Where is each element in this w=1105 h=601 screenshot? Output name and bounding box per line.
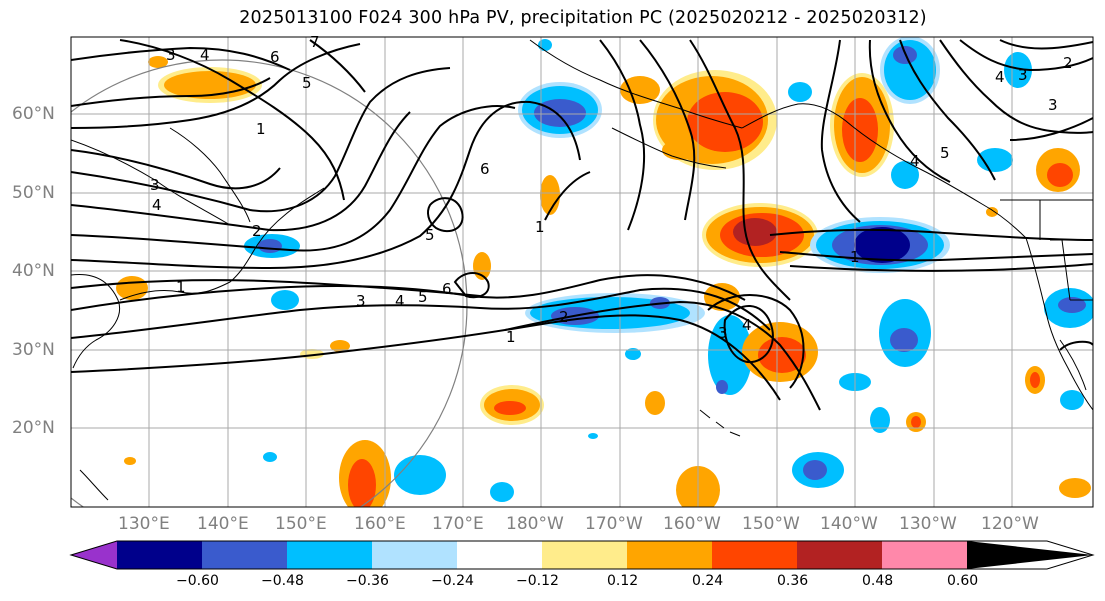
contour-label: 6 xyxy=(270,48,280,66)
contour-label: 6 xyxy=(480,160,490,178)
colorbar-segment xyxy=(287,541,373,569)
lon-label: 170°W xyxy=(585,514,643,534)
colorbar-segment xyxy=(457,541,543,569)
contour-label: 4 xyxy=(152,196,162,214)
coastlines xyxy=(71,39,1093,501)
colorbar-tick-label: 0.24 xyxy=(692,573,724,589)
contour-label: 5 xyxy=(940,144,950,162)
pv-contours xyxy=(71,39,1093,411)
lon-label: 170°E xyxy=(432,514,484,534)
contour-label: 4 xyxy=(910,152,920,170)
contour-label: 4 xyxy=(742,316,752,334)
colorbar-segment xyxy=(797,541,883,569)
lon-label: 130°W xyxy=(899,514,957,534)
lon-label: 130°E xyxy=(118,514,170,534)
colorbar-tick-label: 0.48 xyxy=(862,573,894,589)
lon-label: 140°E xyxy=(197,514,249,534)
contour-label: 2 xyxy=(559,308,569,326)
colorbar-tick-label: −0.36 xyxy=(346,573,389,589)
contour-label: 4 xyxy=(200,46,210,64)
colorbar-tick-label: −0.24 xyxy=(431,573,474,589)
map-title: 2025013100 F024 300 hPa PV, precipitatio… xyxy=(239,8,927,28)
colorbar-segment xyxy=(202,541,288,569)
contour-label: 3 xyxy=(356,292,366,310)
colorbar-tick-label: −0.12 xyxy=(516,573,559,589)
lon-label: 160°W xyxy=(663,514,721,534)
contour-label: 3 xyxy=(150,176,160,194)
contour-label: 3 xyxy=(1048,96,1058,114)
contour-label: 4 xyxy=(995,68,1005,86)
contour-label: 1 xyxy=(256,120,266,138)
colorbar-tick-label: 0.36 xyxy=(777,573,809,589)
colorbar-outline xyxy=(69,540,1095,570)
lat-label: 20°N xyxy=(12,418,55,438)
contour-label: 5 xyxy=(302,74,312,92)
colorbar-segment xyxy=(372,541,458,569)
contour-label: 7 xyxy=(310,33,320,51)
colorbar-segment xyxy=(627,541,713,569)
colorbar-segment xyxy=(542,541,628,569)
distance-circle xyxy=(71,59,468,507)
contour-label: 3 xyxy=(718,324,728,342)
lat-label: 50°N xyxy=(12,183,55,203)
lon-label: 140°W xyxy=(820,514,878,534)
lat-label: 30°N xyxy=(12,340,55,360)
contour-label: 2 xyxy=(1063,54,1073,72)
lat-label: 60°N xyxy=(12,104,55,124)
contour-label: 3 xyxy=(1018,66,1028,84)
contour-label: 4 xyxy=(395,292,405,310)
contour-label-group: 3 4 6 5 7 1 3 4 2 1 3 4 5 6 5 6 1 1 2 3 … xyxy=(150,33,1073,346)
colorbar-tick-label: −0.48 xyxy=(261,573,304,589)
lon-label: 150°E xyxy=(275,514,327,534)
colorbar-tick-label: −0.60 xyxy=(176,573,219,589)
contour-label: 5 xyxy=(418,288,428,306)
colorbar-segment-extend-low xyxy=(71,541,117,569)
lat-label: 40°N xyxy=(12,261,55,281)
contour-label: 1 xyxy=(176,278,186,296)
contour-label: 1 xyxy=(850,248,860,266)
colorbar-segment xyxy=(117,541,203,569)
colorbar-segment xyxy=(712,541,798,569)
lon-label: 180°W xyxy=(506,514,564,534)
colorbar-segment xyxy=(882,541,968,569)
contour-label: 5 xyxy=(425,226,435,244)
lon-label: 160°E xyxy=(354,514,406,534)
contour-label: 1 xyxy=(535,218,545,236)
lon-label: 150°W xyxy=(742,514,800,534)
contour-label: 6 xyxy=(442,280,452,298)
contour-label: 3 xyxy=(166,46,176,64)
colorbar xyxy=(69,540,1095,570)
map-frame xyxy=(70,36,1094,508)
colorbar-segment-extend-high xyxy=(967,541,1093,569)
colorbar-tick-label: 0.60 xyxy=(947,573,979,589)
contour-label: 1 xyxy=(506,328,516,346)
colorbar-tick-label: 0.12 xyxy=(607,573,639,589)
lon-label: 120°W xyxy=(981,514,1039,534)
contour-label: 2 xyxy=(252,222,262,240)
